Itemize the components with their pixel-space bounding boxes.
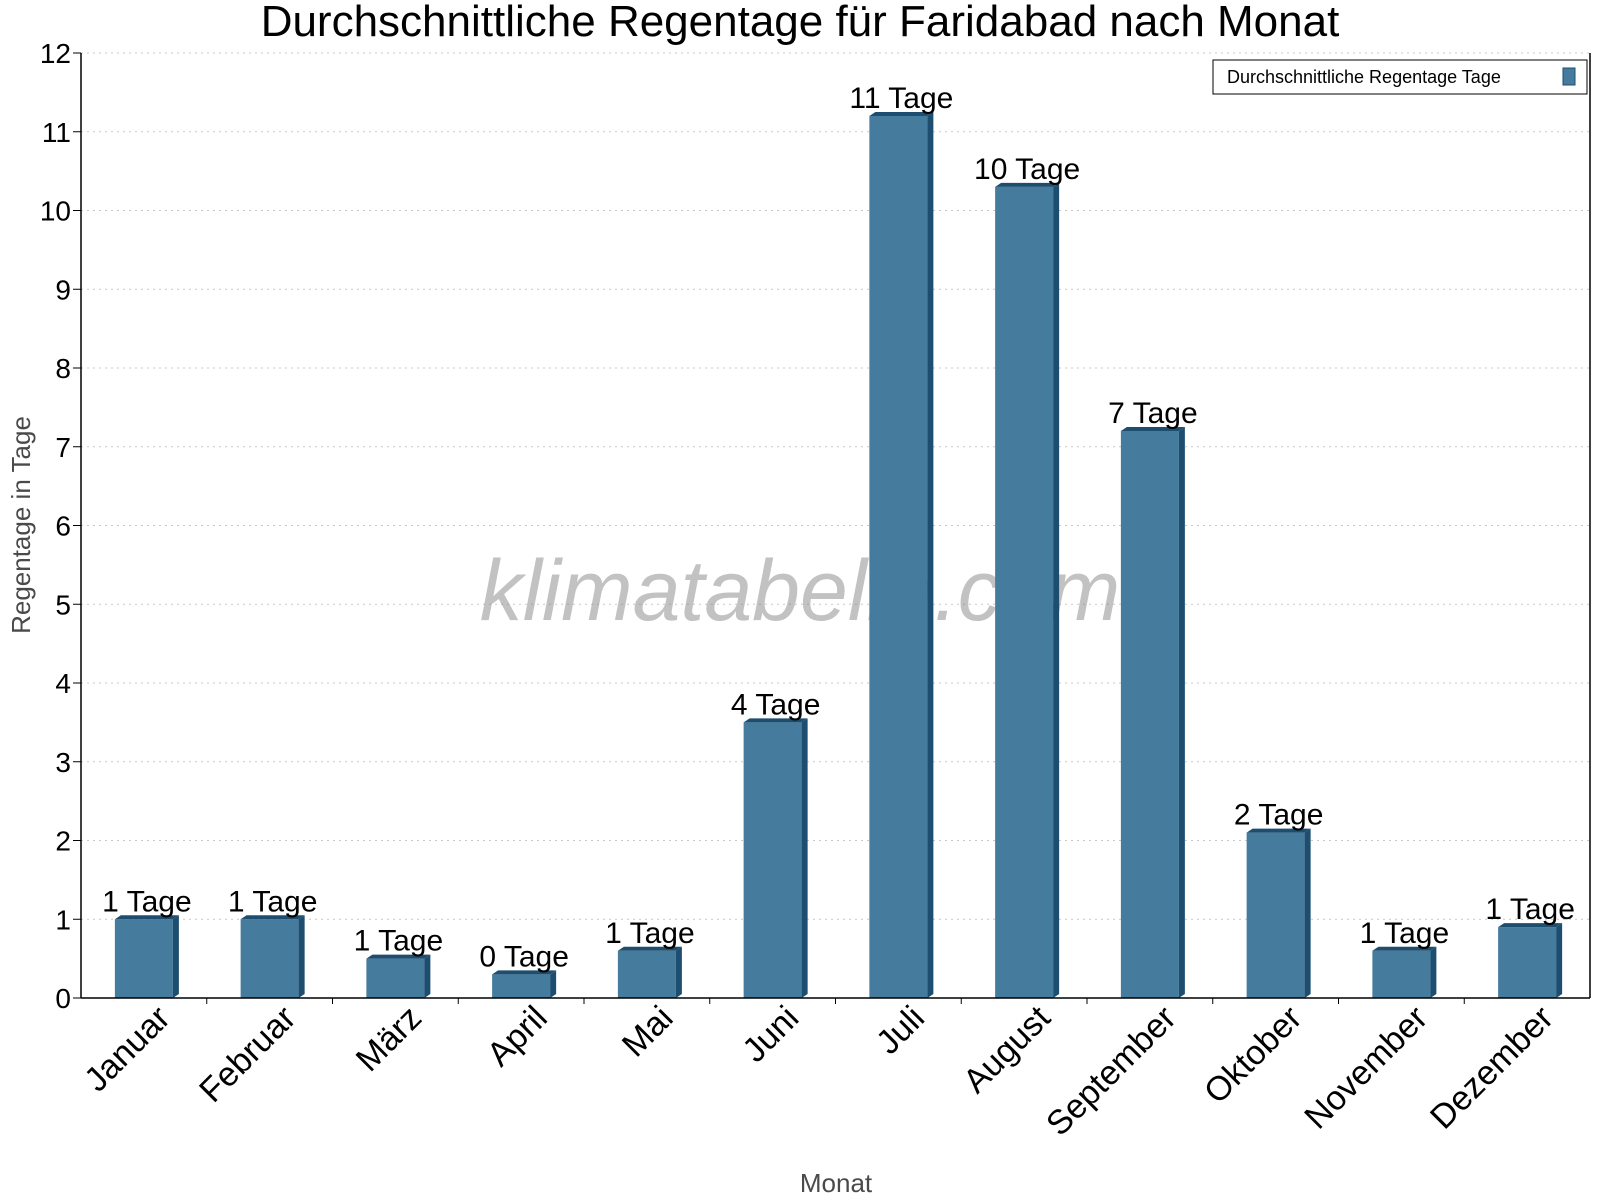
bar-side bbox=[801, 718, 808, 998]
bar bbox=[1120, 431, 1179, 998]
bar-side bbox=[1304, 828, 1311, 998]
bar-side bbox=[927, 112, 934, 998]
y-tick-label: 5 bbox=[55, 589, 71, 620]
data-labels: 1 Tage 1 Tage 1 Tage 0 Tage 1 Tage 4 Tage 11 T… bbox=[102, 82, 1575, 973]
data-label: 10 Tage bbox=[974, 153, 1080, 186]
bar-top bbox=[240, 915, 305, 920]
bar-top bbox=[995, 182, 1060, 187]
legend-box bbox=[1212, 59, 1588, 95]
x-axis-label: Monat bbox=[800, 1168, 873, 1198]
bar bbox=[1498, 927, 1557, 998]
data-label: 1 Tage bbox=[1485, 893, 1575, 926]
bar-top bbox=[869, 112, 934, 116]
data-label: 1 Tage bbox=[102, 885, 192, 918]
bar-top bbox=[114, 915, 179, 920]
bar bbox=[240, 919, 299, 998]
chart-title: Durchschnittliche Regentage für Faridaba… bbox=[261, 0, 1340, 46]
data-label: 7 Tage bbox=[1108, 397, 1198, 430]
bar-side bbox=[675, 946, 682, 998]
y-tick-label: 12 bbox=[40, 38, 71, 69]
bar-top bbox=[1372, 946, 1437, 951]
y-tick-label: 10 bbox=[40, 196, 71, 227]
data-label: 2 Tage bbox=[1234, 799, 1324, 832]
bar bbox=[743, 722, 802, 998]
data-label: 1 Tage bbox=[354, 925, 444, 958]
bar-side bbox=[1178, 427, 1185, 998]
bar-side bbox=[1430, 946, 1437, 998]
bar-side bbox=[1556, 923, 1563, 998]
y-tick-label: 6 bbox=[55, 511, 71, 542]
data-label: 1 Tage bbox=[1360, 917, 1450, 950]
bar-top bbox=[743, 718, 808, 723]
bar-side bbox=[172, 915, 179, 998]
bar-side bbox=[1053, 182, 1060, 998]
y-tick-label: 8 bbox=[55, 353, 71, 384]
y-tick-label: 4 bbox=[55, 668, 71, 699]
y-tick-label: 11 bbox=[42, 117, 71, 148]
y-tick-label: 3 bbox=[55, 747, 71, 778]
axes bbox=[73, 52, 1591, 1004]
legend: Durchschnittliche Regentage Tage bbox=[1212, 59, 1588, 95]
bar bbox=[492, 974, 551, 998]
bar-side bbox=[298, 915, 305, 998]
data-label: 1 Tage bbox=[228, 885, 318, 918]
bar-side bbox=[550, 970, 557, 998]
legend-swatch bbox=[1562, 67, 1576, 86]
bar bbox=[617, 950, 676, 998]
bar-top bbox=[617, 946, 682, 951]
data-label: 1 Tage bbox=[605, 917, 695, 950]
bar bbox=[1246, 832, 1305, 998]
y-tick-label: 2 bbox=[55, 826, 71, 857]
y-tick-label: 9 bbox=[55, 274, 71, 305]
data-label: 4 Tage bbox=[731, 688, 821, 721]
legend-label: Durchschnittliche Regentage Tage bbox=[1227, 67, 1501, 87]
bar-series bbox=[114, 112, 1563, 998]
bar bbox=[366, 958, 425, 998]
y-tick-label: 7 bbox=[55, 432, 71, 463]
bar-top bbox=[492, 970, 557, 975]
bar-top bbox=[1498, 923, 1563, 928]
data-label: 11 Tage bbox=[849, 82, 953, 115]
bar bbox=[995, 186, 1054, 998]
data-label: 0 Tage bbox=[479, 940, 569, 973]
bar-top bbox=[1246, 828, 1311, 833]
bar-side bbox=[424, 954, 431, 998]
bar bbox=[1372, 950, 1431, 998]
y-tick-label: 1 bbox=[55, 904, 71, 935]
bar-top bbox=[366, 954, 431, 959]
y-axis-label: Regentage in Tage bbox=[6, 416, 36, 634]
bar-top bbox=[1120, 427, 1185, 431]
y-tick-label: 0 bbox=[55, 983, 71, 1014]
bar bbox=[114, 919, 173, 998]
bar bbox=[869, 116, 928, 998]
